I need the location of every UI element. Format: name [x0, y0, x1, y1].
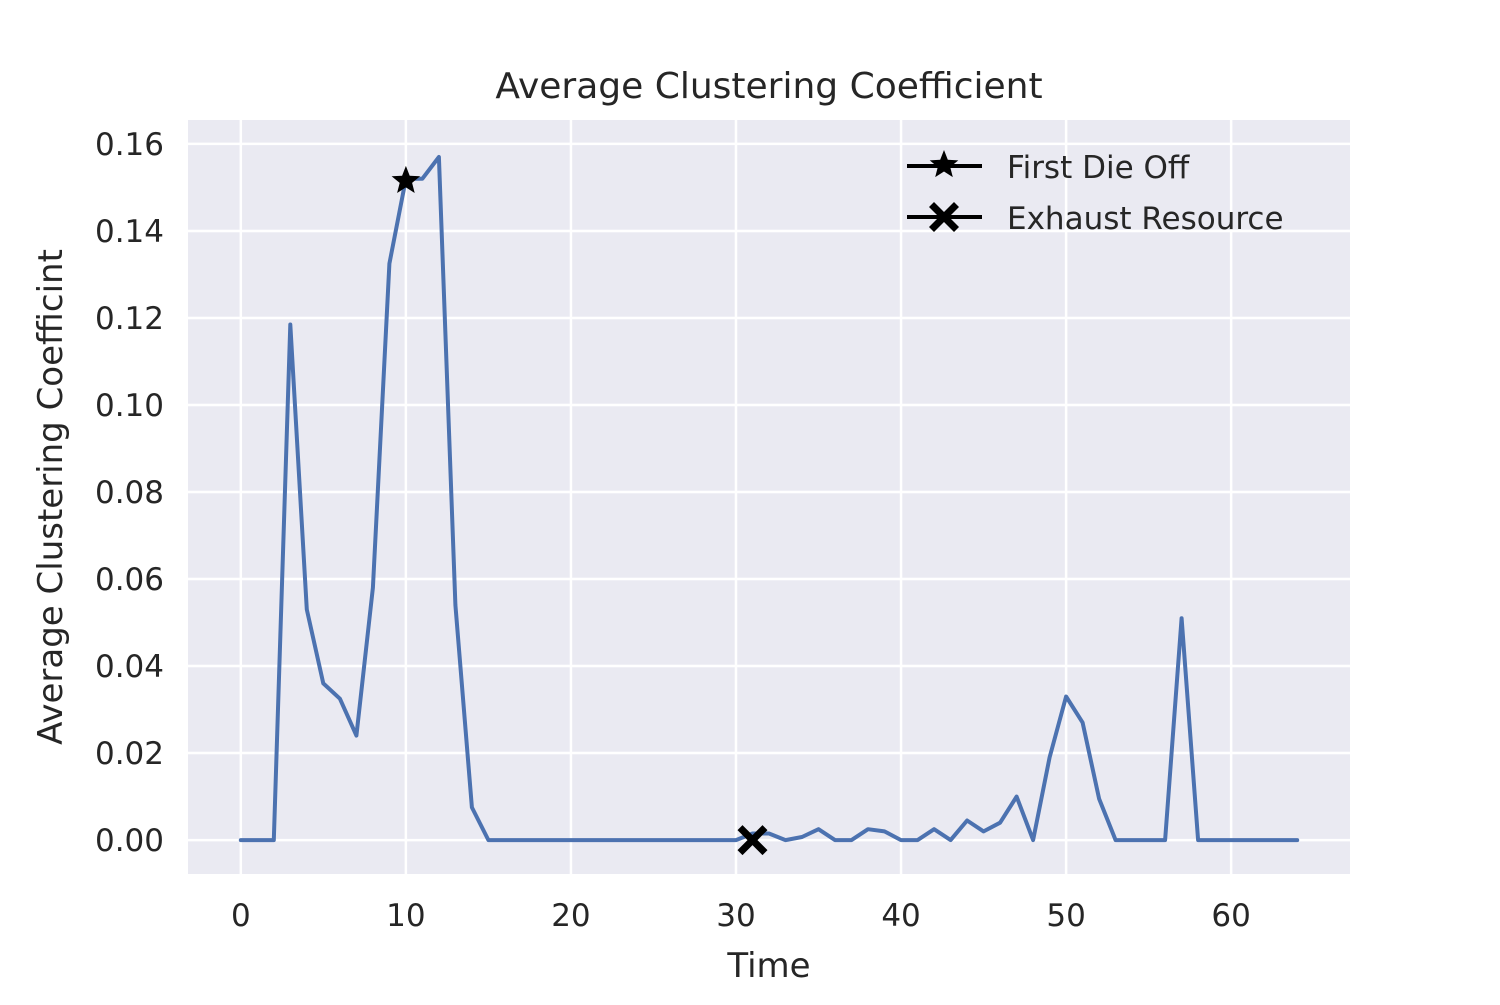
y-axis-label: Average Clustering Coefficint	[31, 249, 71, 745]
legend-label: Exhaust Resource	[1007, 201, 1284, 237]
x-tick-label: 60	[1211, 898, 1250, 934]
x-axis-label: Time	[726, 946, 810, 986]
y-axis-ticks: 0.00 0.02 0.04 0.06 0.08 0.10 0.12 0.14 0.16	[95, 127, 164, 859]
y-tick-label: 0.08	[95, 475, 164, 511]
chart-title: Average Clustering Coefficient	[495, 66, 1042, 107]
legend-item-first-die-off: First Die Off	[907, 150, 1190, 186]
event-markers	[391, 165, 768, 856]
y-tick-label: 0.06	[95, 562, 164, 598]
y-tick-label: 0.16	[95, 127, 164, 163]
legend-item-exhaust-resource: Exhaust Resource	[907, 201, 1284, 237]
y-tick-label: 0.04	[95, 649, 164, 685]
first-die-off-star-marker	[391, 165, 421, 193]
x-tick-label: 0	[231, 898, 251, 934]
y-tick-label: 0.02	[95, 736, 164, 772]
x-icon	[929, 202, 959, 232]
x-axis-ticks: 0 10 20 30 40 50 60	[231, 898, 1251, 934]
x-tick-label: 40	[881, 898, 920, 934]
legend-label: First Die Off	[1007, 150, 1190, 186]
plot-area-background	[188, 120, 1350, 874]
y-tick-label: 0.00	[95, 823, 164, 859]
exhaust-resource-x-marker	[737, 825, 768, 856]
grid-lines	[188, 120, 1350, 874]
y-tick-label: 0.10	[95, 388, 164, 424]
y-tick-label: 0.12	[95, 301, 164, 337]
star-icon	[929, 150, 959, 178]
x-tick-label: 50	[1046, 898, 1085, 934]
legend: First Die Off Exhaust Resource	[907, 150, 1284, 237]
x-tick-label: 20	[551, 898, 590, 934]
x-tick-label: 10	[386, 898, 425, 934]
x-tick-label: 30	[716, 898, 755, 934]
y-tick-label: 0.14	[95, 214, 164, 250]
